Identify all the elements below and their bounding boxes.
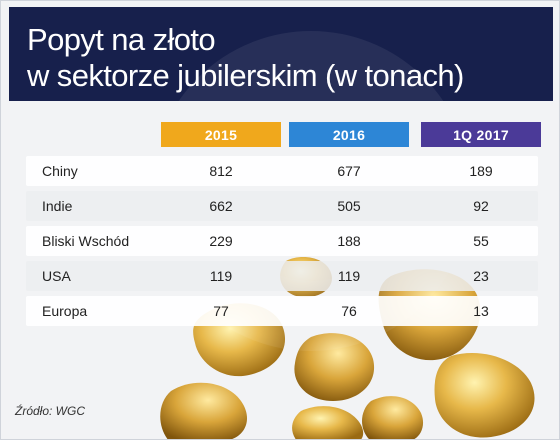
column-header-2015: 2015 <box>161 122 281 147</box>
table-row: USA 119 119 23 <box>26 261 538 291</box>
table-cell: 662 <box>209 198 233 214</box>
table-cell: 812 <box>209 163 233 179</box>
table-cell: 677 <box>337 163 361 179</box>
table-cell: 505 <box>337 198 361 214</box>
page-title: Popyt na złoto <box>27 22 216 57</box>
row-label: Indie <box>42 198 73 214</box>
table-cell: 55 <box>473 233 489 249</box>
source-note: Źródło: WGC <box>15 404 86 418</box>
row-label: Europa <box>42 303 88 319</box>
table-row: Europa 77 76 13 <box>26 296 538 326</box>
table-row: Chiny 812 677 189 <box>26 156 538 186</box>
column-header-2016: 2016 <box>289 122 409 147</box>
table-row: Bliski Wschód 229 188 55 <box>26 226 538 256</box>
table-cell: 76 <box>341 303 357 319</box>
row-label: USA <box>42 268 71 284</box>
table-cell: 119 <box>209 268 233 284</box>
header-banner: Popyt na złoto w sektorze jubilerskim (w… <box>9 7 553 351</box>
table-cell: 92 <box>473 198 489 214</box>
column-header-1q-2017: 1Q 2017 <box>421 122 541 147</box>
table-cell: 229 <box>209 233 233 249</box>
table-cell: 189 <box>469 163 493 179</box>
table-cell: 119 <box>337 268 361 284</box>
table-cell: 13 <box>473 303 489 319</box>
table-cell: 77 <box>213 303 229 319</box>
page-subtitle: w sektorze jubilerskim (w tonach) <box>27 58 464 93</box>
row-label: Chiny <box>42 163 78 179</box>
row-label: Bliski Wschód <box>42 233 130 249</box>
table-cell: 23 <box>473 268 489 284</box>
table-cell: 188 <box>337 233 361 249</box>
table-row: Indie 662 505 92 <box>26 191 538 221</box>
